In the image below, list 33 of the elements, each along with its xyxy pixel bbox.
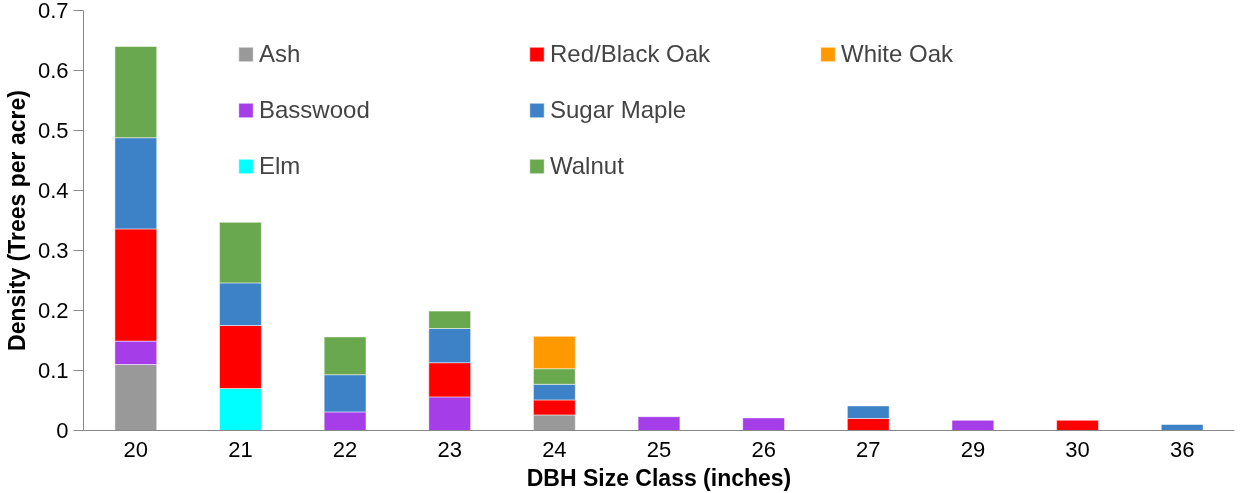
x-tick-label: 23 — [437, 436, 462, 462]
x-tick-label: 22 — [332, 436, 358, 462]
legend-label: Basswood — [259, 96, 371, 124]
y-tick-label: 0.2 — [37, 298, 69, 323]
x-tick-label: 27 — [856, 436, 881, 462]
x-tick-label: 21 — [228, 436, 253, 462]
x-tick-label: 25 — [646, 436, 672, 462]
legend-label: Elm — [259, 152, 302, 180]
y-tick-label: 0.4 — [37, 178, 69, 203]
x-tick-label: 20 — [123, 436, 149, 462]
x-tick-label: 26 — [751, 436, 776, 462]
x-tick-label: 30 — [1065, 436, 1090, 462]
legend-label: White Oak — [841, 40, 955, 68]
bar — [951, 420, 995, 431]
y-tick-label: 0 — [56, 418, 69, 443]
y-tick-label: 0.5 — [37, 118, 69, 143]
y-tick-label: 0.6 — [37, 58, 69, 83]
bar — [1056, 420, 1099, 431]
bar — [637, 416, 681, 431]
x-tick-label: 36 — [1169, 436, 1195, 462]
x-tick-label: 24 — [542, 436, 567, 462]
bar — [1161, 424, 1204, 431]
y-tick-label: 0.7 — [37, 0, 69, 23]
legend-label: Walnut — [550, 152, 625, 180]
legend-label: Red/Black Oak — [550, 40, 712, 68]
legend-label: Ash — [259, 40, 302, 68]
x-tick-label: 29 — [960, 436, 986, 462]
bar — [742, 417, 785, 431]
y-axis-title: Density (Trees per acre) — [3, 90, 30, 351]
legend-label: Sugar Maple — [550, 96, 688, 124]
y-tick-label: 0.3 — [37, 238, 69, 263]
y-tick-label: 0.1 — [37, 358, 69, 383]
x-axis-title: DBH Size Class (inches) — [526, 464, 792, 491]
